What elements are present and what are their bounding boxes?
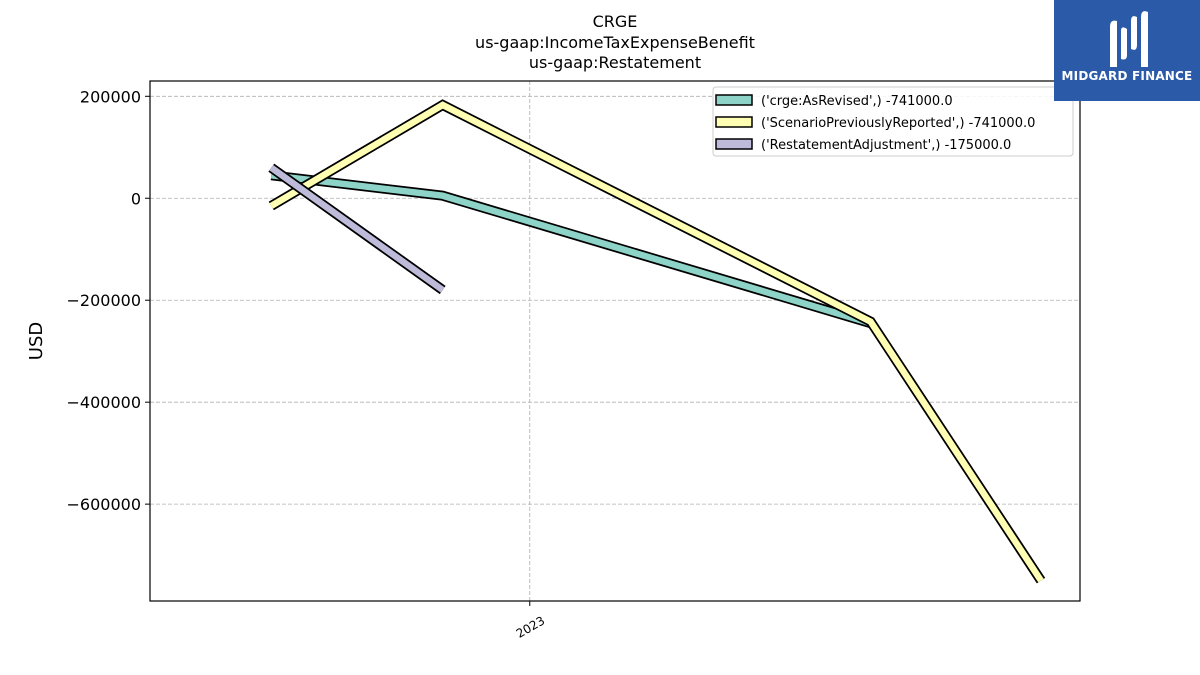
y-tick-label: −600000 xyxy=(67,495,141,514)
legend-swatch xyxy=(715,116,753,128)
company-logo: MIDGARD FINANCE xyxy=(1054,0,1200,101)
legend-box xyxy=(712,86,1074,157)
plot-area-frame xyxy=(149,80,1081,602)
chart-title: CRGE xyxy=(593,12,638,31)
y-tick-label: 200000 xyxy=(80,87,141,106)
chart-subtitle-line-2: us-gaap:Restatement xyxy=(529,53,701,72)
legend-entry-label: ('crge:AsRevised',) -741000.0 xyxy=(761,94,953,109)
series-line-2 xyxy=(268,99,1046,584)
y-axis-ticks: 200000 0 −200000 −400000 −600000 xyxy=(67,87,150,514)
legend: ('crge:AsRevised',) -741000.0 ('ScenarioP… xyxy=(712,86,1074,157)
x-axis-ticks: 2023 xyxy=(514,601,547,641)
series-line-1 xyxy=(270,170,873,328)
y-axis-label: USD xyxy=(26,322,47,360)
series-stroke xyxy=(269,101,1044,583)
series-line-3 xyxy=(268,163,446,295)
series-lines xyxy=(268,99,1046,584)
logo-text: MIDGARD FINANCE xyxy=(1061,69,1193,83)
logo-mark-icon xyxy=(1110,11,1148,67)
y-tick-label: −400000 xyxy=(67,393,141,412)
legend-swatch xyxy=(715,138,753,150)
series-stroke xyxy=(269,165,445,293)
x-tick-label: 2023 xyxy=(514,613,547,640)
y-tick-label: −200000 xyxy=(67,291,141,310)
y-tick-label: 0 xyxy=(131,189,141,208)
series-outline xyxy=(268,99,1046,584)
grid-lines xyxy=(150,81,1080,601)
legend-swatch xyxy=(715,94,753,106)
legend-entry-label: ('ScenarioPreviouslyReported',) -741000.… xyxy=(761,116,1035,131)
series-stroke xyxy=(270,172,872,327)
chart-subtitle-line-1: us-gaap:IncomeTaxExpenseBenefit xyxy=(475,33,755,52)
legend-entry-label: ('RestatementAdjustment',) -175000.0 xyxy=(761,138,1011,153)
series-outline xyxy=(270,170,873,328)
